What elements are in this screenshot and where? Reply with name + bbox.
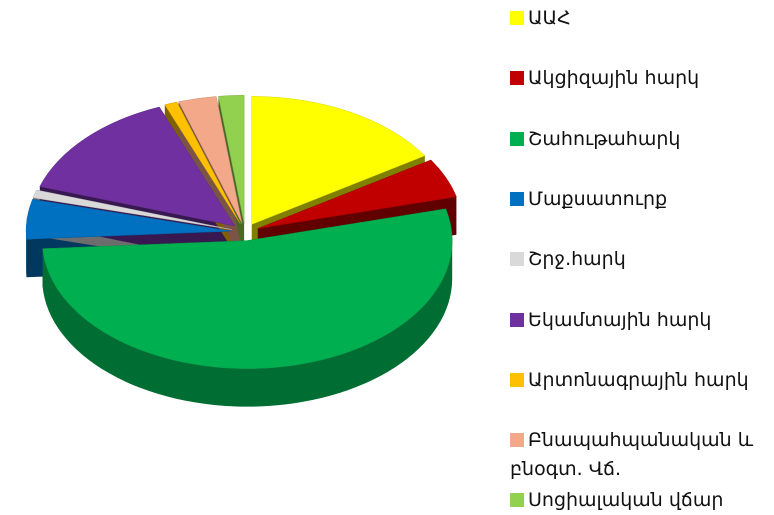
legend-swatch (510, 192, 524, 206)
legend-item: Եկամտային հարկ (510, 306, 760, 335)
chart (0, 0, 500, 507)
legend-item: Արտոնագրային հարկ (510, 366, 760, 395)
legend-item: ԱԱՀ (510, 4, 760, 33)
legend-label: Բնապահպանական և բնօգտ. Վճ. (510, 429, 753, 480)
legend-label: Շրջ.հարկ (528, 248, 626, 270)
legend-swatch (510, 493, 524, 507)
legend-label: Ակցիզային հարկ (528, 67, 699, 89)
legend-swatch (510, 71, 524, 85)
legend-label: Սոցիալական վճար (528, 489, 723, 511)
legend-label: Արտոնագրային հարկ (528, 369, 749, 391)
legend-swatch (510, 313, 524, 327)
legend-label: Շահութահարկ (528, 128, 680, 150)
legend-label: ԱԱՀ (528, 7, 571, 29)
legend-item: Ակցիզային հարկ (510, 64, 760, 93)
legend-label: Մաքսատուրք (528, 188, 667, 210)
legend-item: Բնապահպանական և բնօգտ. Վճ. (510, 426, 760, 484)
legend-item: Շահութահարկ (510, 125, 760, 154)
legend-label: Եկամտային հարկ (528, 309, 711, 331)
legend-swatch (510, 132, 524, 146)
legend-swatch (510, 433, 524, 447)
legend-swatch (510, 252, 524, 266)
legend-item: Շրջ.հարկ (510, 245, 760, 274)
legend-item: Մաքսատուրք (510, 185, 760, 214)
legend-swatch (510, 373, 524, 387)
legend-swatch (510, 11, 524, 25)
legend-item: Սոցիալական վճար (510, 486, 760, 515)
